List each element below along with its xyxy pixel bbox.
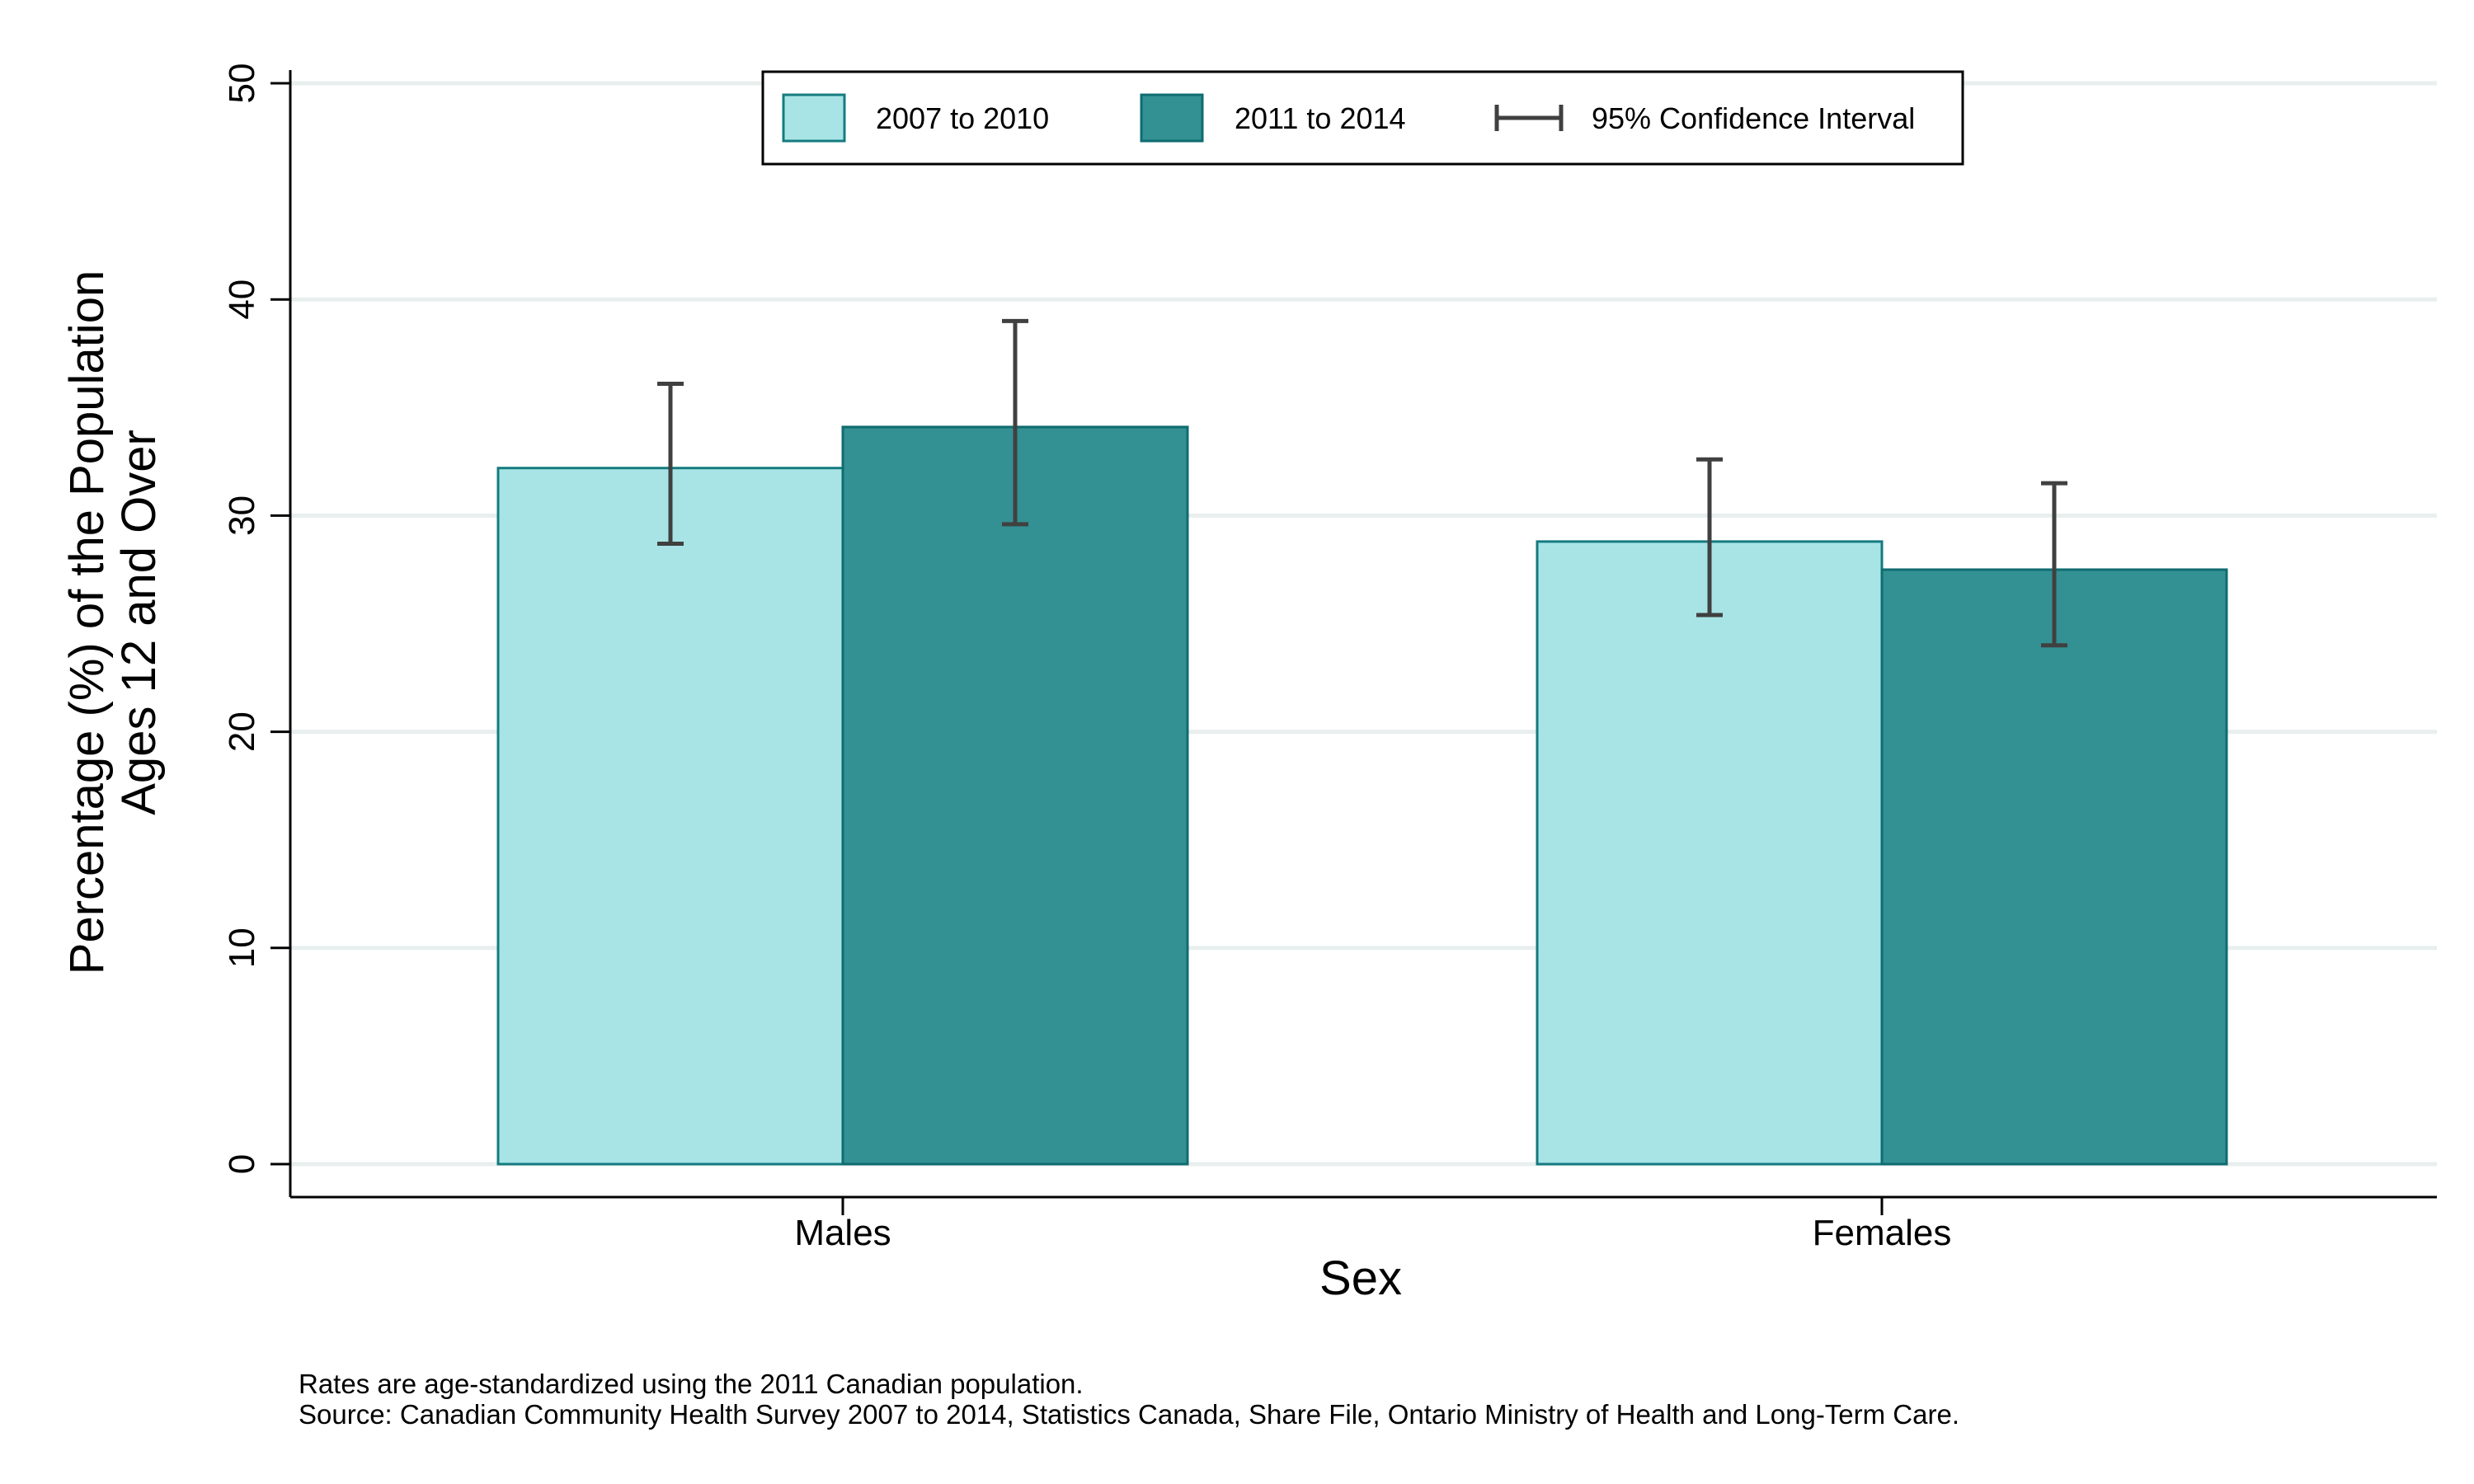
legend-label-ci: 95% Confidence Interval (1592, 101, 1915, 135)
legend-swatch-2007-2010 (782, 93, 846, 143)
bar-males-series-2 (841, 425, 1189, 1166)
y-tick-label-10: 10 (222, 928, 262, 968)
legend-ci-icon (1494, 105, 1564, 131)
y-tick-label-40: 40 (222, 279, 262, 320)
legend-label-2007-2010: 2007 to 2010 (876, 101, 1049, 135)
bars (496, 425, 2228, 1166)
error-bars (657, 318, 2067, 648)
footnote-rates: Rates are age-standardized using the 201… (299, 1369, 1084, 1399)
axes (289, 70, 2437, 1199)
y-axis-title-line2: Ages 12 and Over (112, 430, 166, 815)
y-tick-label-0: 0 (222, 1154, 262, 1174)
footnote-source: Source: Canadian Community Health Survey… (299, 1399, 1959, 1430)
errorbar-females-series-2 (2041, 481, 2067, 648)
errorbar-males-series-2 (1002, 318, 1028, 527)
y-tick-label-20: 20 (222, 711, 262, 752)
x-tick-label-males: Males (794, 1213, 891, 1253)
x-tick-label-females: Females (1813, 1213, 1952, 1253)
x-axis-title: Sex (1319, 1252, 1402, 1305)
legend-swatch-2011-2014 (1140, 93, 1204, 143)
errorbar-females-series-1 (1696, 457, 1723, 618)
y-tick-label-30: 30 (222, 495, 262, 536)
bar-males-series-1 (496, 467, 844, 1166)
y-tick-label-50: 50 (222, 63, 262, 104)
y-axis-title-line1: Percentage (%) of the Population (60, 270, 114, 974)
legend-box (761, 70, 1964, 166)
y-ticks: 0 10 20 30 40 50 (222, 63, 290, 1174)
errorbar-males-series-1 (657, 381, 684, 546)
x-ticks: Males Females (794, 1197, 1951, 1253)
legend-label-2011-2014: 2011 to 2014 (1235, 101, 1406, 135)
bar-females-series-1 (1536, 540, 1884, 1166)
bar-females-series-2 (1880, 568, 2228, 1166)
legend: 2007 to 2010 2011 to 2014 95% Confidence… (761, 70, 1964, 166)
